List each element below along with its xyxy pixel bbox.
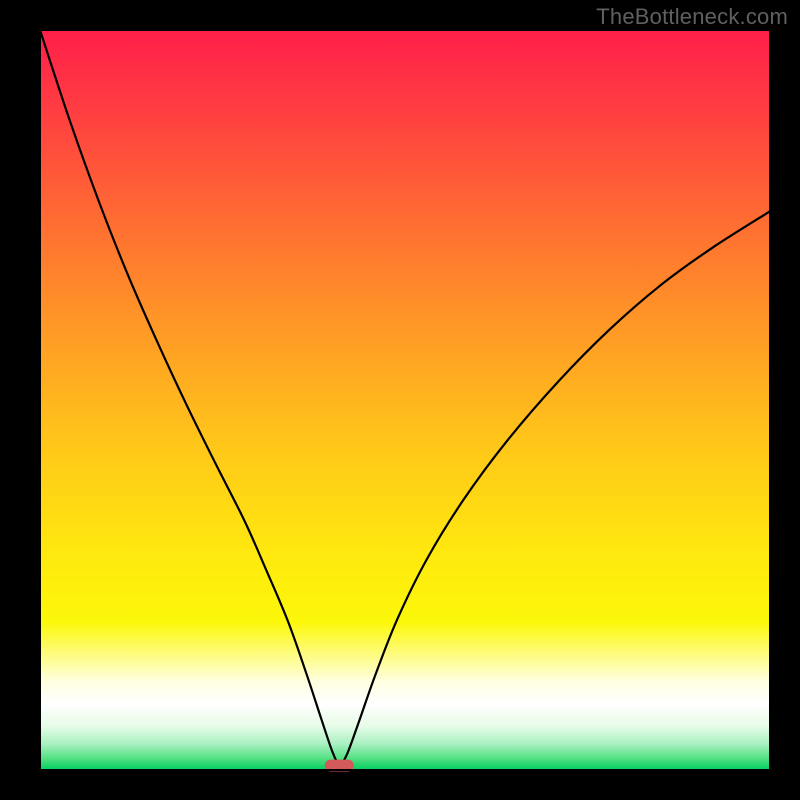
attribution-watermark: TheBottleneck.com — [596, 4, 788, 30]
bottleneck-chart — [0, 0, 800, 800]
plot-background-gradient — [40, 30, 770, 770]
chart-container: TheBottleneck.com — [0, 0, 800, 800]
